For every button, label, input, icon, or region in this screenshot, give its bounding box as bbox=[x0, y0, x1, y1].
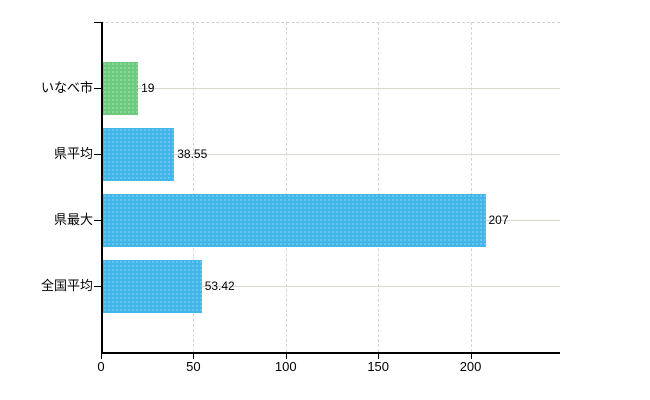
category-label: 県最大 bbox=[53, 212, 93, 227]
y-tick bbox=[94, 154, 101, 155]
x-tick bbox=[378, 354, 380, 359]
bar bbox=[103, 61, 139, 115]
x-tick-label: 100 bbox=[274, 359, 297, 374]
gridline-v bbox=[193, 22, 195, 352]
gridline-h bbox=[101, 286, 560, 287]
y-axis bbox=[101, 22, 103, 354]
bar bbox=[103, 193, 486, 247]
gridline-v bbox=[470, 22, 472, 352]
gridline-h bbox=[101, 154, 560, 155]
y-tick bbox=[94, 220, 101, 221]
y-tick bbox=[94, 286, 101, 287]
x-tick-label: 150 bbox=[367, 359, 390, 374]
x-tick-label: 0 bbox=[97, 359, 105, 374]
gridline-v bbox=[378, 22, 380, 352]
category-label: いなべ市 bbox=[40, 80, 93, 95]
x-tick bbox=[193, 354, 195, 359]
gridline-h bbox=[101, 88, 560, 89]
x-tick bbox=[285, 354, 287, 359]
value-label: 38.55 bbox=[177, 147, 208, 161]
category-label: 全国平均 bbox=[40, 278, 93, 293]
value-label: 53.42 bbox=[204, 279, 235, 293]
x-axis bbox=[101, 352, 560, 354]
plot-top-border bbox=[101, 22, 560, 23]
x-tick-label: 50 bbox=[186, 359, 201, 374]
value-label: 19 bbox=[141, 81, 155, 95]
bar bbox=[103, 127, 175, 181]
y-tick bbox=[94, 88, 101, 89]
value-label: 207 bbox=[488, 213, 509, 227]
x-tick bbox=[101, 354, 102, 359]
category-label: 県平均 bbox=[53, 146, 93, 161]
gridline-v bbox=[285, 22, 287, 352]
bar bbox=[103, 259, 202, 313]
y-axis-top-tick bbox=[94, 22, 101, 23]
x-tick bbox=[470, 354, 472, 359]
x-tick-label: 200 bbox=[459, 359, 482, 374]
